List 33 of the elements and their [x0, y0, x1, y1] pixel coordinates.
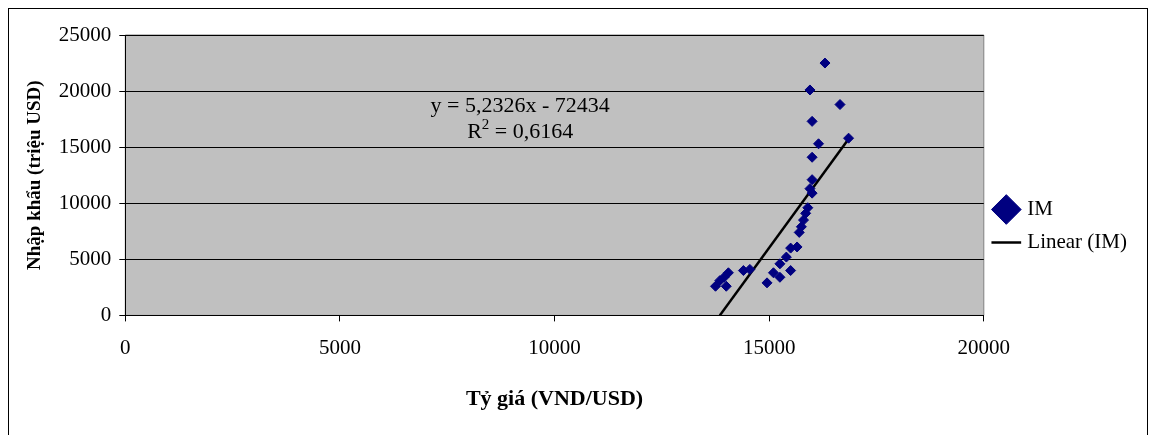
y-tick-label: 10000 [58, 189, 112, 214]
x-tick-label: 20000 [957, 334, 1011, 359]
x-axis-title: Tỷ giá (VND/USD) [465, 385, 644, 411]
point [761, 277, 773, 289]
point [720, 280, 732, 292]
point [806, 115, 818, 127]
annotation: y = 5,2326x - 72434 [430, 92, 610, 117]
point [834, 99, 846, 111]
point [806, 151, 818, 163]
x-tick-label: 5000 [318, 334, 361, 359]
y-tick-label: 15000 [58, 133, 112, 158]
legend-label: Linear (IM) [1027, 229, 1128, 254]
y-tick-label: 5000 [69, 245, 112, 270]
point [774, 258, 786, 270]
y-tick-label: 25000 [58, 21, 112, 46]
point [737, 265, 749, 277]
x-tick-label: 0 [120, 334, 131, 359]
point [843, 132, 855, 144]
legend-label: IM [1027, 196, 1054, 221]
x-tick-label: 10000 [528, 334, 581, 359]
point [819, 57, 831, 69]
y-axis-title: Nhập khẩu (triệu USD) [23, 80, 46, 270]
point [806, 174, 818, 186]
y-tick-label: 20000 [58, 77, 112, 102]
point [813, 138, 825, 150]
point [774, 271, 786, 283]
point [780, 251, 792, 263]
point [767, 267, 779, 279]
point [710, 280, 722, 292]
point [785, 265, 797, 277]
x-tick-label: 15000 [742, 334, 796, 359]
y-tick-label: 0 [100, 301, 112, 326]
point [804, 84, 816, 96]
